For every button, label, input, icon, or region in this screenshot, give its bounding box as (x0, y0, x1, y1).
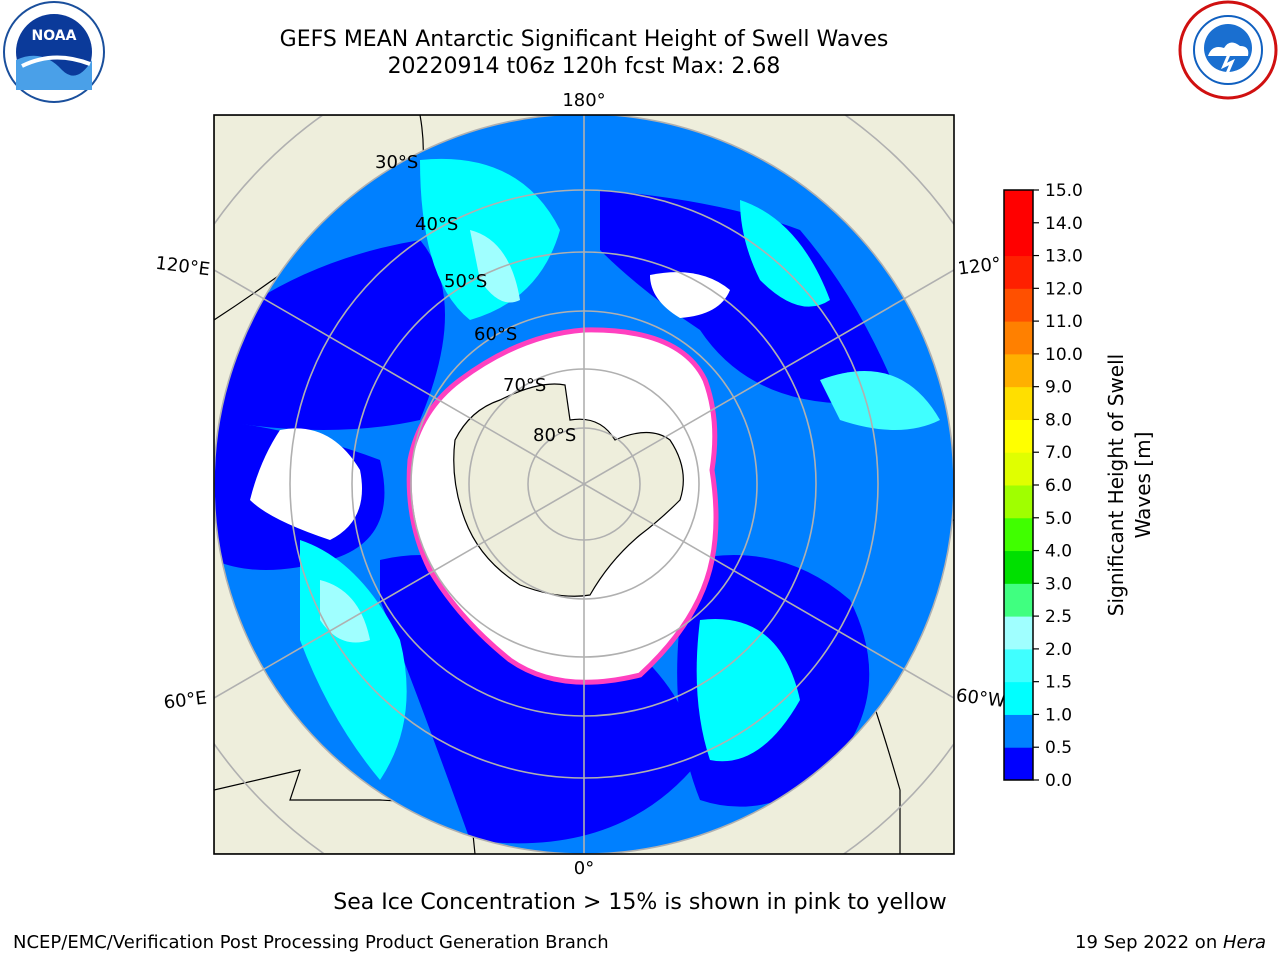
colorbar-swatch (1004, 648, 1033, 683)
colorbar-swatch (1004, 353, 1033, 388)
lat-label-70s: 70°S (503, 375, 546, 396)
nws-logo (1178, 0, 1278, 100)
lat-label-60s: 60°S (474, 324, 517, 345)
colorbar-tick-label: 2.0 (1045, 640, 1072, 660)
swell-region-mid-1 (420, 158, 560, 320)
map-title: GEFS MEAN Antarctic Significant Height o… (279, 27, 889, 52)
colorbar-label-line2: Waves [m] (1131, 432, 1155, 539)
colorbar-swatch (1004, 222, 1033, 257)
colorbar-tick-label: 1.0 (1045, 705, 1072, 725)
footer-host: Hera (1222, 932, 1266, 953)
white-patch-1 (250, 428, 362, 540)
colorbar-tick-label: 2.5 (1045, 607, 1072, 627)
colorbar-tick-label: 9.0 (1045, 378, 1072, 398)
colorbar: 0.0 0.5 1.0 1.5 2.0 2.5 3.0 4.0 5.0 6.0 7.0 8.0 9.0 1… (1003, 181, 1083, 791)
lon-label-120e: 120°E (154, 253, 211, 281)
lon-label-180: 180° (562, 90, 605, 111)
colorbar-tick-label: 3.0 (1045, 574, 1072, 594)
swell-region-mid-4 (696, 619, 800, 762)
colorbar-swatch (1004, 550, 1033, 584)
colorbar-swatch (1004, 583, 1033, 617)
noaa-logo-text: NOAA (32, 28, 77, 44)
map-subtitle: 20220914 t06z 120h fcst Max: 2.68 (387, 54, 781, 79)
colorbar-swatch (1004, 747, 1033, 781)
colorbar-tick-label: 0.0 (1045, 771, 1072, 791)
antarctica-land (453, 383, 684, 597)
footer-date: 19 Sep 2022 on Hera (1075, 932, 1266, 953)
colorbar-tick-label: 8.0 (1045, 410, 1072, 430)
lon-label-60e: 60°E (163, 687, 209, 713)
colorbar-swatch (1004, 517, 1033, 552)
colorbar-swatch (1004, 419, 1033, 453)
colorbar-tick-label: 13.0 (1045, 247, 1083, 267)
colorbar-label-line1: Significant Height of Swell (1104, 354, 1128, 616)
swell-region-mid-2 (740, 200, 830, 307)
swell-region-high-1 (470, 230, 520, 303)
lat-label-50s: 50°S (444, 271, 487, 292)
colorbar-tick-label: 1.5 (1045, 673, 1072, 693)
colorbar-tick-label: 0.5 (1045, 738, 1072, 758)
colorbar-tick-label: 4.0 (1045, 542, 1072, 562)
lat-label-40s: 40°S (415, 214, 458, 235)
lon-label-120w: 120° (957, 253, 1003, 279)
colorbar-tick-label: 5.0 (1045, 509, 1072, 529)
swell-region-low-3 (380, 555, 700, 844)
lon-label-60w: 60°W (955, 685, 1007, 712)
sea-ice-caption: Sea Ice Concentration > 15% is shown in … (333, 890, 947, 915)
colorbar-swatch (1004, 386, 1033, 420)
colorbar-swatch (1004, 255, 1033, 289)
swell-region-mid-5 (820, 371, 940, 430)
colorbar-swatch (1004, 321, 1033, 355)
colorbar-swatch (1004, 190, 1033, 224)
colorbar-swatch (1004, 485, 1033, 519)
noaa-logo: NOAA (3, 1, 105, 103)
swell-region-low-1 (214, 240, 445, 430)
colorbar-tick-label: 6.0 (1045, 476, 1072, 496)
swell-region-low-2 (600, 190, 900, 404)
colorbar-tick-label: 10.0 (1045, 345, 1083, 365)
credit-text: NCEP/EMC/Verification Post Processing Pr… (13, 932, 609, 953)
graticule (214, 115, 954, 854)
colorbar-tick-label: 12.0 (1045, 279, 1083, 299)
map-figure: 30°S 40°S 50°S 60°S 70°S 80°S 180° 0° 12… (154, 90, 1155, 879)
lat-label-80s: 80°S (533, 425, 576, 446)
colorbar-swatch (1004, 681, 1033, 715)
colorbar-swatch (1004, 288, 1033, 322)
swell-region-high-2 (320, 580, 370, 643)
lon-label-0: 0° (574, 858, 594, 879)
colorbar-swatch (1004, 452, 1033, 486)
colorbar-tick-label: 15.0 (1045, 181, 1083, 201)
colorbar-swatch (1004, 714, 1033, 748)
footer-date-text: 19 Sep 2022 on (1075, 932, 1223, 953)
colorbar-tick-label: 14.0 (1045, 214, 1083, 234)
lat-label-30s: 30°S (375, 152, 418, 173)
white-patch-2 (650, 272, 730, 318)
map-frame (213, 114, 955, 855)
colorbar-tick-label: 11.0 (1045, 312, 1083, 332)
colorbar-tick-label: 7.0 (1045, 443, 1072, 463)
colorbar-swatch (1004, 616, 1033, 650)
